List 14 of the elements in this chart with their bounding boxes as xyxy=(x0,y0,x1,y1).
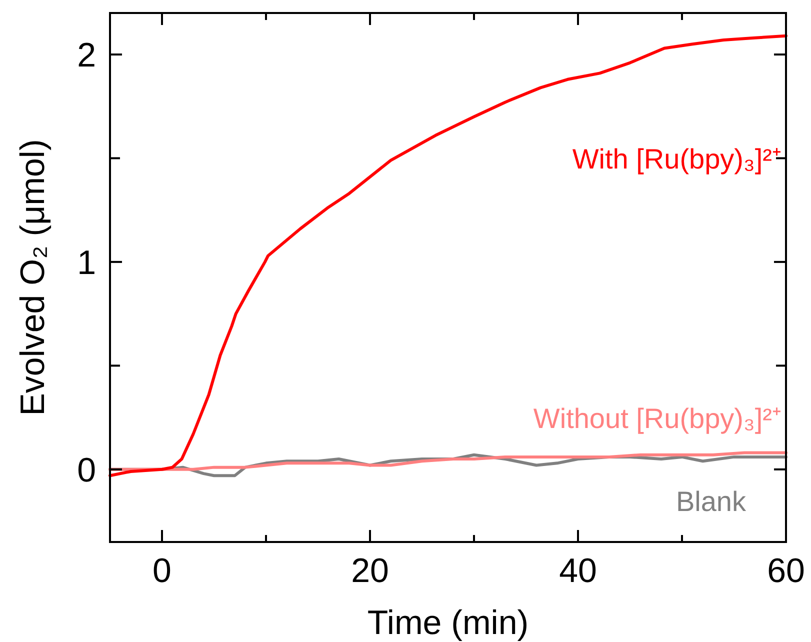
x-tick-label: 60 xyxy=(767,552,805,590)
x-axis-title: Time (min) xyxy=(367,604,529,642)
series-label: Without [Ru(bpy)₃]²⁺ xyxy=(533,402,781,434)
text: With [Ru(bpy)₃]²⁺ xyxy=(572,144,781,175)
x-tick-label: 20 xyxy=(351,552,389,590)
y-tick-label: 1 xyxy=(77,244,96,282)
x-tick-label: 0 xyxy=(152,552,172,590)
line-series xyxy=(108,451,788,471)
x-tick-label: 40 xyxy=(559,552,597,590)
series-label: Blank xyxy=(676,486,747,517)
line-series xyxy=(108,34,788,478)
y-tick-label: 2 xyxy=(77,36,96,74)
y-axis-title: Evolved O₂ (μmol) xyxy=(14,139,52,416)
y-tick-label: 0 xyxy=(77,451,96,490)
